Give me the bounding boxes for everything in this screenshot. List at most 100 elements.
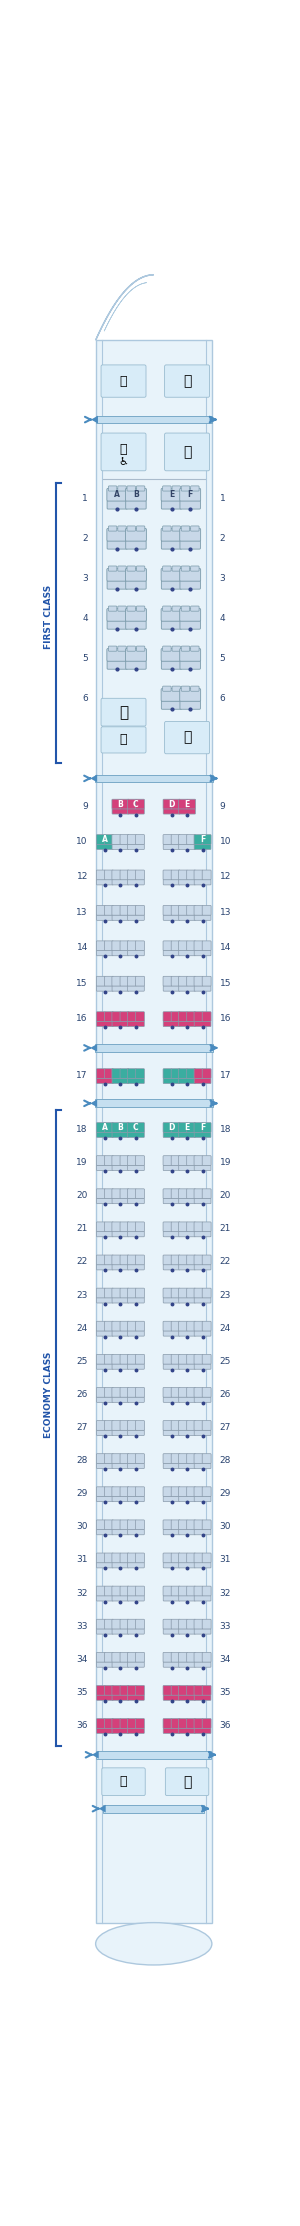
FancyBboxPatch shape — [126, 501, 146, 510]
FancyBboxPatch shape — [194, 1454, 203, 1462]
FancyBboxPatch shape — [179, 1496, 195, 1503]
FancyBboxPatch shape — [163, 1068, 172, 1077]
FancyBboxPatch shape — [163, 646, 171, 652]
FancyBboxPatch shape — [112, 1454, 121, 1462]
Text: 19: 19 — [220, 1158, 231, 1166]
FancyBboxPatch shape — [128, 951, 144, 955]
FancyBboxPatch shape — [127, 485, 135, 492]
Text: 16: 16 — [76, 1015, 88, 1024]
FancyBboxPatch shape — [165, 1767, 209, 1796]
FancyBboxPatch shape — [202, 1155, 211, 1166]
FancyBboxPatch shape — [194, 1077, 211, 1084]
FancyBboxPatch shape — [171, 977, 180, 986]
FancyBboxPatch shape — [202, 1353, 211, 1365]
FancyBboxPatch shape — [128, 1652, 136, 1663]
FancyBboxPatch shape — [202, 1454, 211, 1462]
Text: 2: 2 — [220, 534, 225, 543]
FancyBboxPatch shape — [128, 1264, 144, 1269]
FancyBboxPatch shape — [171, 1520, 180, 1529]
FancyBboxPatch shape — [136, 1155, 145, 1166]
FancyBboxPatch shape — [104, 1618, 113, 1629]
FancyBboxPatch shape — [163, 1189, 172, 1198]
FancyBboxPatch shape — [112, 1022, 129, 1026]
Text: 9: 9 — [82, 801, 88, 810]
FancyBboxPatch shape — [104, 1013, 113, 1022]
FancyBboxPatch shape — [180, 648, 201, 661]
FancyBboxPatch shape — [180, 661, 200, 670]
Text: 1: 1 — [82, 494, 88, 503]
FancyBboxPatch shape — [104, 1353, 113, 1365]
FancyBboxPatch shape — [96, 1718, 105, 1727]
FancyBboxPatch shape — [163, 906, 172, 915]
FancyBboxPatch shape — [171, 1387, 180, 1398]
Text: 19: 19 — [76, 1158, 88, 1166]
FancyBboxPatch shape — [163, 1264, 180, 1269]
FancyBboxPatch shape — [112, 835, 121, 844]
FancyBboxPatch shape — [161, 541, 182, 550]
FancyBboxPatch shape — [171, 1454, 180, 1462]
FancyBboxPatch shape — [120, 870, 129, 879]
FancyBboxPatch shape — [163, 870, 172, 879]
FancyBboxPatch shape — [171, 1255, 180, 1264]
Polygon shape — [92, 1752, 99, 1759]
FancyBboxPatch shape — [163, 1353, 172, 1365]
FancyBboxPatch shape — [163, 1322, 172, 1331]
FancyBboxPatch shape — [128, 1420, 136, 1431]
FancyBboxPatch shape — [112, 1353, 121, 1365]
FancyBboxPatch shape — [202, 977, 211, 986]
FancyBboxPatch shape — [191, 605, 199, 612]
FancyBboxPatch shape — [128, 1496, 144, 1503]
FancyBboxPatch shape — [120, 1454, 129, 1462]
FancyBboxPatch shape — [120, 1155, 129, 1166]
FancyBboxPatch shape — [112, 1727, 129, 1734]
Text: B: B — [118, 1122, 123, 1133]
FancyBboxPatch shape — [136, 1068, 145, 1077]
FancyBboxPatch shape — [128, 1727, 144, 1734]
FancyBboxPatch shape — [194, 1013, 203, 1022]
FancyBboxPatch shape — [128, 1587, 136, 1596]
FancyBboxPatch shape — [179, 986, 195, 991]
FancyBboxPatch shape — [104, 1255, 113, 1264]
Text: 23: 23 — [76, 1291, 88, 1300]
Text: 24: 24 — [220, 1324, 231, 1333]
FancyBboxPatch shape — [97, 1629, 113, 1634]
FancyBboxPatch shape — [163, 942, 172, 951]
FancyBboxPatch shape — [194, 942, 203, 951]
FancyBboxPatch shape — [171, 1289, 180, 1298]
FancyBboxPatch shape — [101, 365, 146, 396]
FancyBboxPatch shape — [128, 1487, 136, 1496]
FancyBboxPatch shape — [136, 870, 145, 879]
FancyBboxPatch shape — [120, 835, 129, 844]
FancyBboxPatch shape — [120, 1718, 129, 1727]
FancyBboxPatch shape — [202, 1685, 211, 1696]
FancyBboxPatch shape — [112, 1222, 121, 1231]
FancyBboxPatch shape — [96, 942, 105, 951]
FancyBboxPatch shape — [171, 870, 180, 879]
FancyBboxPatch shape — [194, 1331, 211, 1336]
Text: 33: 33 — [76, 1623, 88, 1632]
FancyBboxPatch shape — [165, 365, 210, 396]
Text: 14: 14 — [220, 944, 231, 953]
FancyBboxPatch shape — [187, 1322, 196, 1331]
FancyBboxPatch shape — [108, 565, 117, 572]
FancyBboxPatch shape — [180, 621, 200, 630]
Text: 36: 36 — [76, 1721, 88, 1730]
FancyBboxPatch shape — [187, 1618, 196, 1629]
FancyBboxPatch shape — [194, 844, 211, 850]
FancyBboxPatch shape — [104, 1189, 113, 1198]
Text: 5: 5 — [220, 654, 225, 663]
FancyBboxPatch shape — [163, 1454, 172, 1462]
Text: 27: 27 — [220, 1422, 231, 1431]
FancyBboxPatch shape — [127, 605, 135, 612]
FancyBboxPatch shape — [112, 844, 129, 850]
Polygon shape — [209, 1752, 216, 1759]
FancyBboxPatch shape — [187, 906, 196, 915]
FancyBboxPatch shape — [104, 1122, 113, 1133]
FancyBboxPatch shape — [112, 1289, 121, 1298]
FancyBboxPatch shape — [128, 986, 144, 991]
FancyBboxPatch shape — [97, 1231, 113, 1238]
Text: 15: 15 — [220, 979, 231, 988]
FancyBboxPatch shape — [202, 1322, 211, 1331]
FancyBboxPatch shape — [178, 1289, 188, 1298]
FancyBboxPatch shape — [194, 1462, 211, 1469]
